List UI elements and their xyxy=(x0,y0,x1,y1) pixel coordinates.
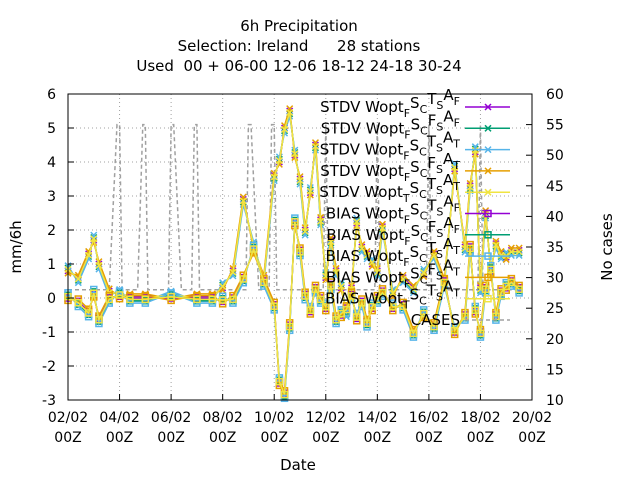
y2-axis-label: No cases xyxy=(598,213,616,281)
y-tick-label: -2 xyxy=(42,359,56,375)
x-tick-label-hour: 00Z xyxy=(157,430,184,446)
y2-tick-label: 60 xyxy=(546,87,564,103)
legend-label-part: S xyxy=(410,201,420,219)
y2-tick-label: 15 xyxy=(546,362,564,378)
y2-tick-label: 25 xyxy=(546,301,564,317)
legend-label-part: S xyxy=(410,137,420,155)
legend-label-part: S xyxy=(436,99,443,112)
y-tick-label: 5 xyxy=(47,121,56,137)
legend-label-part: T xyxy=(452,265,460,278)
legend-label-part: BIAS Wopt xyxy=(325,290,403,308)
legend-label-part: S xyxy=(436,248,443,261)
legend-label-part: STDV Wopt xyxy=(320,162,404,180)
x-tick-label-date: 18/02 xyxy=(460,410,500,426)
x-axis-label: Date xyxy=(280,456,316,474)
legend-label: STDV WoptFSCTSAF xyxy=(320,86,460,120)
legend-label-part: STDV Wopt xyxy=(320,141,404,159)
legend-label-part: F xyxy=(427,154,436,172)
y-tick-label: -1 xyxy=(42,325,56,341)
y2-tick-label: 40 xyxy=(546,209,564,225)
legend-label-part: T xyxy=(452,138,460,151)
chart-title-line-2: Selection: Ireland 28 stations xyxy=(178,37,421,55)
legend-label-part: S xyxy=(411,222,421,240)
x-tick-label-hour: 00Z xyxy=(54,430,81,446)
legend-label-part: T xyxy=(452,159,460,172)
legend-label-part: F xyxy=(428,218,437,236)
legend-label-part: STDV Wopt xyxy=(320,98,404,116)
x-tick-label-date: 08/02 xyxy=(202,410,242,426)
x-tick-label-date: 04/02 xyxy=(99,410,139,426)
legend-label-part: S xyxy=(436,206,443,219)
legend-label-part: S xyxy=(410,94,420,112)
legend-label-part: S xyxy=(410,243,420,261)
y2-tick-label: 45 xyxy=(546,179,564,195)
legend-label: CASES xyxy=(411,311,460,329)
x-tick-label-hour: 00Z xyxy=(261,430,288,446)
legend-label-part: BIAS Wopt xyxy=(326,268,404,286)
x-tick-label-date: 02/02 xyxy=(48,410,88,426)
legend-label-part: F xyxy=(428,111,437,129)
x-tick-label-date: 06/02 xyxy=(151,410,191,426)
x-tick-label-date: 10/02 xyxy=(254,410,294,426)
x-tick-label-hour: 00Z xyxy=(209,430,236,446)
legend-label-part: BIAS Wopt xyxy=(325,247,403,265)
legend-label-part: S xyxy=(410,158,420,176)
chart-title-line-3: Used 00 + 06-00 12-06 18-12 24-18 30-24 xyxy=(136,57,461,75)
legend-label-part: F xyxy=(454,202,460,215)
x-tick-label-date: 14/02 xyxy=(357,410,397,426)
legend-label-part: STDV Wopt xyxy=(321,119,405,137)
x-tick-label-date: 16/02 xyxy=(409,410,449,426)
legend-label-part: T xyxy=(452,180,460,193)
y2-tick-label: 50 xyxy=(546,148,564,164)
legend-label-part: BIAS Wopt xyxy=(326,226,404,244)
x-tick-label-hour: 00Z xyxy=(415,430,442,446)
legend-label-part: S xyxy=(410,179,420,197)
legend-label-part: F xyxy=(454,223,460,236)
legend-label-part: S xyxy=(436,269,443,282)
y-tick-label: 1 xyxy=(47,257,56,273)
legend-label-part: T xyxy=(452,287,460,300)
y2-tick-label: 20 xyxy=(546,332,564,348)
y-tick-label: 0 xyxy=(47,291,56,307)
y-tick-label: 3 xyxy=(47,189,56,205)
legend-label-part: F xyxy=(454,95,460,108)
x-tick-label-hour: 00Z xyxy=(364,430,391,446)
y-tick-label: 2 xyxy=(47,223,56,239)
legend-label-part: S xyxy=(411,115,421,133)
legend-label-part: BIAS Wopt xyxy=(326,205,404,223)
legend-label-part: S xyxy=(436,184,443,197)
legend-label-part: F xyxy=(427,260,436,278)
y2-tick-label: 10 xyxy=(546,393,564,409)
legend-label-part: STDV Wopt xyxy=(319,183,403,201)
x-tick-label-hour: 00Z xyxy=(467,430,494,446)
y2-tick-label: 55 xyxy=(546,118,564,134)
x-tick-label-hour: 00Z xyxy=(518,430,545,446)
legend-label-part: S xyxy=(410,264,420,282)
legend-label-part: T xyxy=(452,244,460,257)
x-tick-label-date: 12/02 xyxy=(306,410,346,426)
chart-title-line-1: 6h Precipitation xyxy=(240,17,358,35)
legend-label-part: S xyxy=(436,163,443,176)
x-tick-label-hour: 00Z xyxy=(312,430,339,446)
x-tick-label-hour: 00Z xyxy=(106,430,133,446)
y-tick-label: -3 xyxy=(42,393,56,409)
legend-label-part: F xyxy=(454,116,460,129)
y-axis-label: mm/6h xyxy=(7,220,25,273)
y2-tick-label: 35 xyxy=(546,240,564,256)
y-tick-label: 4 xyxy=(47,155,56,171)
x-tick-label-date: 20/02 xyxy=(512,410,552,426)
legend-label-part: S xyxy=(436,291,443,304)
y-tick-label: 6 xyxy=(47,87,56,103)
legend-label-part: S xyxy=(410,286,420,304)
legend-label-part: S xyxy=(436,142,443,155)
y2-tick-label: 30 xyxy=(546,271,564,287)
